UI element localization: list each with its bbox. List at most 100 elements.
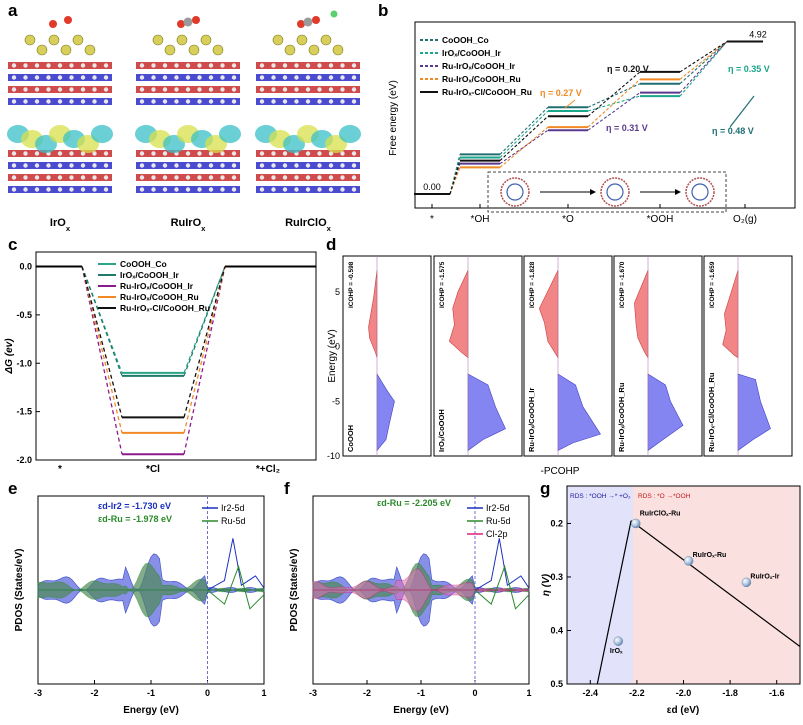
panel-f-ylabel: PDOS (States/eV) bbox=[289, 549, 300, 632]
slab-atom bbox=[220, 99, 225, 104]
panel-g: g η (V) εd (eV) RDS : *OOH →* +O₂ RDS : … bbox=[540, 479, 801, 716]
slab-atom bbox=[351, 175, 357, 180]
slab-atom bbox=[271, 99, 276, 104]
ed-ru-f: εd-Ru = -2.205 eV bbox=[377, 498, 451, 508]
slab-atom bbox=[328, 187, 334, 192]
connector-0-1 bbox=[499, 106, 549, 155]
cohp-antibonding bbox=[538, 270, 559, 359]
connector-in-3 bbox=[81, 266, 123, 434]
slab-atom bbox=[185, 63, 191, 68]
eta-annotation-0: η = 0.27 V bbox=[540, 88, 582, 98]
ytick-label: 5 bbox=[335, 287, 340, 297]
ytick-label: 0.2 bbox=[550, 518, 563, 528]
slab-atom bbox=[57, 63, 63, 68]
slab-atom bbox=[259, 163, 265, 168]
series-4 bbox=[414, 40, 763, 196]
connector-4-0 bbox=[449, 160, 461, 195]
adsorbate-atom bbox=[200, 34, 212, 46]
slab-atom bbox=[69, 63, 74, 68]
slab-atom bbox=[151, 75, 156, 80]
slab-atom bbox=[317, 63, 322, 68]
slab-atom bbox=[11, 187, 17, 192]
panel-d-xlabel: -PCOHP bbox=[541, 466, 580, 477]
legend-label-3: Ru-IrOₓ/CoOOH_Ru bbox=[442, 74, 521, 84]
connector-3-0 bbox=[449, 167, 461, 195]
slab-atom bbox=[92, 87, 97, 92]
adsorbate-atom bbox=[212, 44, 224, 56]
slab-atom bbox=[317, 163, 322, 168]
slab-atom bbox=[46, 99, 51, 104]
ytick-label: -0.5 bbox=[16, 310, 32, 320]
panel-g-region-left bbox=[567, 486, 633, 684]
slab-atom bbox=[208, 75, 214, 80]
slab-atom bbox=[151, 163, 156, 168]
slab-atom bbox=[351, 187, 357, 192]
label-end: 4.92 bbox=[749, 30, 767, 40]
slab-atom bbox=[46, 175, 51, 180]
eta-arrow bbox=[729, 95, 755, 128]
slab-atom bbox=[305, 75, 311, 80]
slab-atom bbox=[220, 87, 225, 92]
oxygen-atom bbox=[49, 20, 57, 28]
slab-atom bbox=[208, 87, 214, 92]
panel-e-xlabel: Energy (eV) bbox=[123, 705, 179, 716]
slab-atom bbox=[294, 87, 299, 92]
slab-atom bbox=[57, 163, 63, 168]
cohp-name-3: Ru-IrOₓ/CoOOH_Ru bbox=[617, 382, 626, 452]
slab-atom bbox=[139, 187, 145, 192]
legend-label-0: CoOOH_Co bbox=[120, 259, 167, 269]
legend-label-2: Ru-IrOₓ/CoOOH_Ir bbox=[442, 61, 516, 71]
slab-atom bbox=[294, 175, 299, 180]
panel-c: c ΔG (ev) 0.0 -0.5 -1.0 -1.5 -2.0 * *Cl *+Cl₂ C… bbox=[4, 235, 317, 475]
slab-atom bbox=[231, 87, 237, 92]
slab-atom bbox=[231, 151, 237, 156]
connector-3-1 bbox=[499, 126, 549, 168]
slab-atom bbox=[185, 75, 191, 80]
legend-label-4: Ru-IrOₓ-Cl/CoOOH_Ru bbox=[442, 87, 532, 97]
slab-atom bbox=[46, 63, 51, 68]
connector-0-3 bbox=[679, 41, 728, 85]
connector-1-3 bbox=[679, 41, 728, 97]
label-start: 0.00 bbox=[423, 182, 441, 192]
slab-atom bbox=[103, 99, 109, 104]
adsorbate-atom bbox=[152, 34, 164, 46]
slab-atom bbox=[139, 99, 145, 104]
panel-c-frame bbox=[35, 251, 317, 461]
panel-g-xlabel: εd (eV) bbox=[667, 705, 700, 716]
slab-atom bbox=[174, 187, 179, 192]
slab-atom bbox=[151, 187, 156, 192]
slab-atom bbox=[103, 187, 109, 192]
ru-atom bbox=[183, 17, 193, 27]
slab-atom bbox=[351, 63, 357, 68]
slab-atom bbox=[34, 63, 40, 68]
inset-cluster-core bbox=[606, 183, 624, 201]
slab-atom bbox=[11, 87, 17, 92]
connector-1-1 bbox=[499, 110, 549, 158]
connector-in-1 bbox=[81, 266, 123, 377]
slab-atom bbox=[231, 187, 237, 192]
cohp-frame-0 bbox=[342, 255, 432, 457]
panel-g-label: g bbox=[540, 479, 550, 498]
charge-density bbox=[219, 125, 241, 143]
slab-atom bbox=[231, 175, 237, 180]
slab-atom bbox=[282, 187, 288, 192]
slab-atom bbox=[151, 63, 156, 68]
xtick-label: -2.0 bbox=[676, 688, 692, 698]
xtick-label-0: * bbox=[430, 214, 434, 225]
ed-ru: εd-Ru = -1.978 eV bbox=[98, 514, 172, 524]
icohp-label-2: ICOHP = -1.828 bbox=[529, 261, 536, 308]
slab-atom bbox=[69, 151, 74, 156]
legend-label-2: Cl-2p bbox=[486, 529, 508, 539]
cohp-subpanel-4: ICOHP = -1.659 Ru-IrOₓ-Cl/CoOOH_Ru bbox=[703, 255, 793, 457]
slab-atom bbox=[174, 75, 179, 80]
slab-atom bbox=[23, 99, 28, 104]
structure-1 bbox=[135, 16, 241, 193]
slab-atom bbox=[11, 63, 17, 68]
slab-atom bbox=[351, 99, 357, 104]
slab-atom bbox=[351, 151, 357, 156]
slab-atom bbox=[340, 163, 345, 168]
slab-atom bbox=[259, 63, 265, 68]
slab-atom bbox=[259, 187, 265, 192]
panel-d-label: d bbox=[326, 235, 336, 254]
